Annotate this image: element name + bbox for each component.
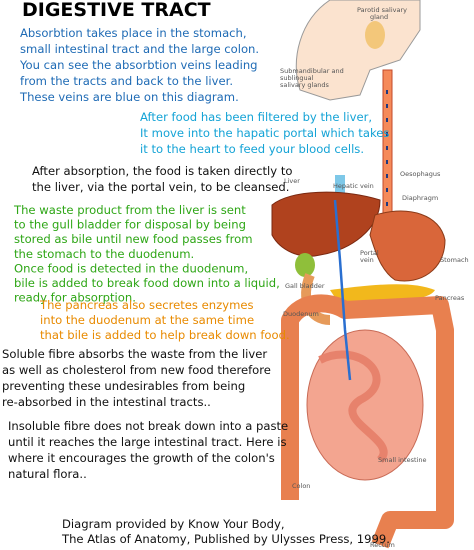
bile-text: stored as bile until new food passes fro… [14, 232, 253, 246]
intro-text: small intestinal tract and the large col… [20, 42, 259, 56]
organ-label: Diaphragm [402, 194, 438, 202]
organ-label: sublingual [280, 74, 314, 82]
colon [281, 294, 454, 549]
soluble-text: preventing these undesirables from being [2, 379, 245, 393]
insoluble-text: Insoluble fibre does not break down into… [8, 419, 288, 433]
parotid [365, 21, 385, 49]
credit-text: Diagram provided by Know Your Body, [62, 517, 285, 531]
pancreas-text: The pancreas also secretes enzymes [39, 298, 254, 312]
organ-label: Duodenum [283, 310, 319, 318]
intro-text: You can see the absorbtion veins leading [19, 58, 258, 72]
bile-text: The waste product from the liver is sent [13, 203, 246, 217]
organ-label: Submandibular and [280, 67, 344, 75]
insoluble-text: until it reaches the large intestinal tr… [8, 435, 287, 449]
small-intestine [306, 329, 424, 481]
organ-label: vein [360, 256, 374, 264]
hepatic-text: it to the heart to feed your blood cells… [140, 142, 364, 156]
pancreas-text: into the duodenum at the same time [40, 313, 254, 327]
organ-label: Stomach [440, 256, 469, 264]
soluble-text: re-absorbed in the intestinal tracts.. [2, 395, 211, 409]
portal-text: the liver, via the portal vein, to be cl… [32, 180, 289, 194]
organ-label: Gall bladder [285, 282, 325, 290]
bile-text: ready for absorption. [14, 291, 136, 305]
credit-text: The Atlas of Anatomy, Published by Ulyss… [61, 532, 390, 546]
intro-text: These veins are blue on this diagram. [19, 90, 239, 104]
anatomy [271, 0, 454, 549]
portal-text: After absorption, the food is taken dire… [32, 164, 292, 178]
organ-label: Liver [284, 177, 300, 185]
intro-text: from the tracts and back to the liver. [20, 74, 233, 88]
portal-vein [333, 199, 352, 381]
organ-label: Colon [292, 482, 310, 490]
organ-label: Small intestine [378, 456, 426, 464]
organ-label: gland [370, 13, 388, 21]
soluble-text: as well as cholesterol from new food the… [2, 363, 271, 377]
organ-label: Hepatic vein [333, 182, 374, 190]
organ-label: salivary glands [280, 81, 330, 89]
insoluble-text: natural flora.. [8, 467, 87, 481]
intro-text: Absorbtion takes place in the stomach, [20, 26, 247, 40]
soluble-text: Soluble fibre absorbs the waste from the… [2, 347, 267, 361]
loops [318, 350, 388, 463]
hepatic-vein [335, 175, 345, 195]
organ-label: Pancreas [435, 294, 465, 302]
bile-text: the stomach to the duodenum. [14, 247, 194, 261]
head [295, 0, 421, 101]
hepatic-text: After food has been filtered by the live… [140, 110, 372, 124]
title: DIGESTIVE TRACT [22, 0, 211, 21]
organ-label: Portal [360, 249, 379, 257]
organ-label: Rectum [370, 541, 395, 549]
organ-label: Parotid salivary [357, 6, 407, 14]
pancreas-text: that bile is added to help break down fo… [40, 328, 290, 342]
bile-text: to the gull bladder for disposal by bein… [14, 218, 246, 232]
organ-label: Oesophagus [400, 170, 441, 178]
stomach [369, 210, 446, 282]
insoluble-text: where it encourages the growth of the co… [8, 451, 275, 465]
bile-text: Once food is detected in the duodenum, [14, 261, 248, 275]
hepatic-text: It move into the hapatic portal which ta… [140, 126, 389, 140]
bile-text: bile is added to break food down into a … [14, 276, 280, 290]
liver [271, 191, 381, 257]
gall-bladder [295, 253, 315, 277]
